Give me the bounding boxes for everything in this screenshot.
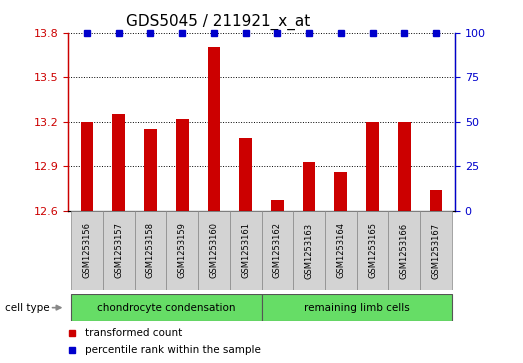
Bar [429,190,442,211]
Bar [389,211,420,290]
Text: GSM1253167: GSM1253167 [431,223,440,278]
Text: GSM1253163: GSM1253163 [304,223,314,278]
Bar [230,211,262,290]
Bar [303,162,315,211]
Bar [71,294,262,321]
Bar [262,294,452,321]
Bar [166,211,198,290]
Bar [134,211,166,290]
Text: GSM1253156: GSM1253156 [83,223,92,278]
Bar [357,211,389,290]
Text: GDS5045 / 211921_x_at: GDS5045 / 211921_x_at [126,14,310,30]
Bar [335,172,347,211]
Text: percentile rank within the sample: percentile rank within the sample [85,344,262,355]
Text: GSM1253165: GSM1253165 [368,223,377,278]
Bar [271,200,283,211]
Text: chondrocyte condensation: chondrocyte condensation [97,303,235,313]
Bar [103,211,134,290]
Text: GSM1253161: GSM1253161 [241,223,250,278]
Bar [81,122,94,211]
Bar [208,48,220,211]
Bar [176,119,188,211]
Bar [366,122,379,211]
Bar [398,122,411,211]
Bar [325,211,357,290]
Text: GSM1253157: GSM1253157 [114,223,123,278]
Bar [240,138,252,211]
Text: GSM1253162: GSM1253162 [273,223,282,278]
Text: remaining limb cells: remaining limb cells [304,303,410,313]
Text: GSM1253160: GSM1253160 [209,223,219,278]
Bar [112,114,125,211]
Text: GSM1253164: GSM1253164 [336,223,345,278]
Text: cell type: cell type [5,303,50,313]
Text: GSM1253158: GSM1253158 [146,223,155,278]
Bar [144,129,157,211]
Bar [262,211,293,290]
Bar [71,211,103,290]
Text: GSM1253159: GSM1253159 [178,223,187,278]
Text: transformed count: transformed count [85,328,183,338]
Text: GSM1253166: GSM1253166 [400,223,409,278]
Bar [293,211,325,290]
Bar [420,211,452,290]
Bar [198,211,230,290]
